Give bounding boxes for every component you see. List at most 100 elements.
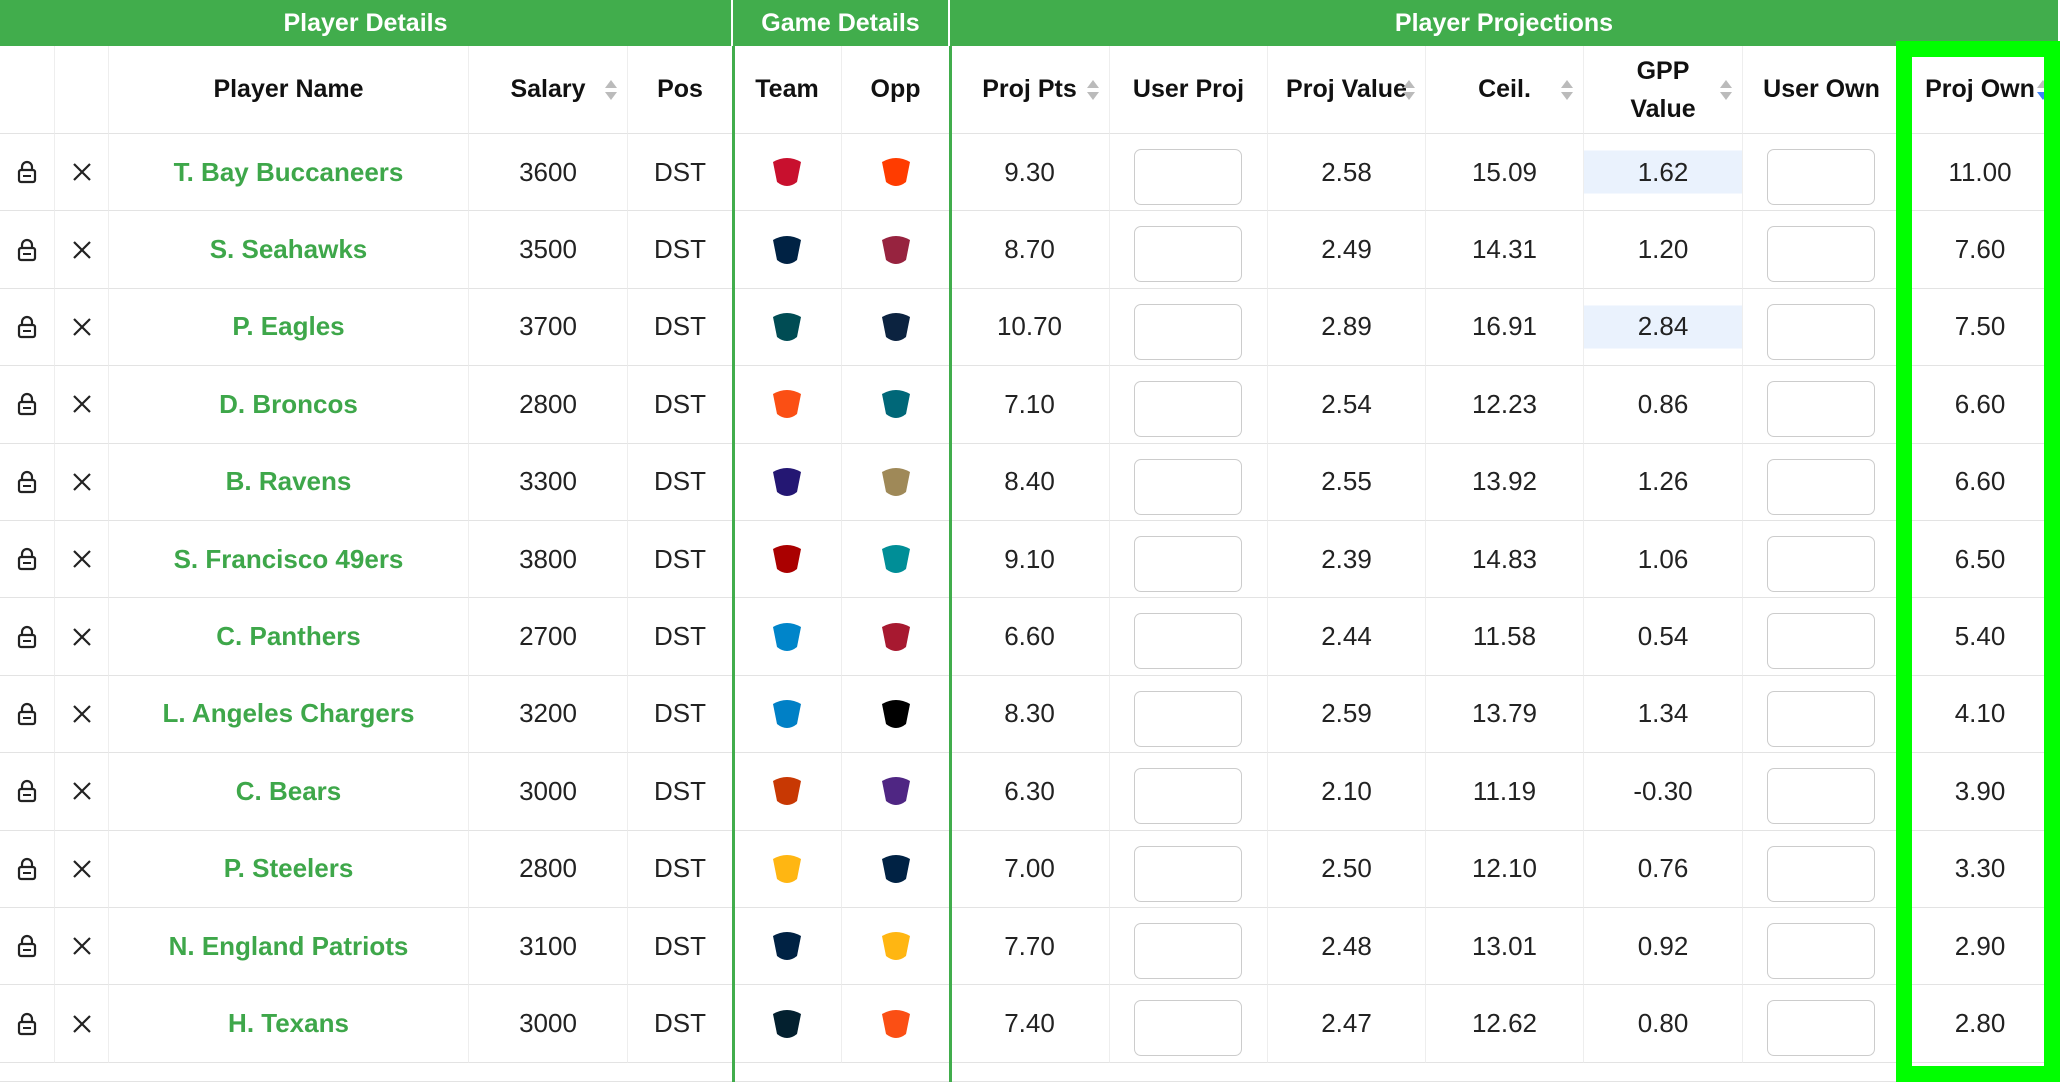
remove-button[interactable] [55,675,109,754]
user-own-input[interactable] [1767,458,1875,515]
user-own-input[interactable] [1767,536,1875,592]
lock-button[interactable] [0,211,55,289]
lock-icon [17,315,37,339]
x-icon [72,550,91,568]
team-logo [733,675,842,754]
player-name[interactable]: D. Broncos [109,366,469,444]
team-logo [733,134,842,212]
team-logo [733,985,842,1063]
player-name[interactable]: N. England Patriots [109,908,469,986]
logo [773,777,801,806]
user-own-input[interactable] [1767,149,1875,205]
column-label: Ceil. [1478,75,1531,103]
remove-button[interactable] [55,830,109,908]
user-proj-input[interactable] [1134,458,1242,515]
salary: 2700 [469,598,628,676]
column-header[interactable]: Ceil. [1426,46,1584,134]
player-name[interactable]: T. Bay Buccaneers [109,134,469,212]
lock-button[interactable] [0,366,55,444]
column-header[interactable]: Proj Value [1268,46,1426,134]
player-name[interactable]: S. Seahawks [109,211,469,289]
remove-button[interactable] [55,211,109,289]
remove-button[interactable] [55,443,109,521]
user-proj-input[interactable] [1134,923,1242,979]
logo [881,158,910,187]
user-own-input[interactable] [1767,690,1875,747]
lock-button[interactable] [0,443,55,521]
proj-own: 7.60 [1901,211,2060,289]
user-proj-input[interactable] [1134,303,1242,360]
opp-logo [842,830,950,908]
remove-button[interactable] [55,985,109,1063]
user-own-input[interactable] [1767,845,1875,902]
sort-icon[interactable] [1401,77,1417,103]
user-proj-input[interactable] [1134,845,1242,902]
lock-button[interactable] [0,830,55,908]
lock-button[interactable] [0,753,55,831]
sort-icon[interactable] [603,77,619,103]
column-header[interactable]: Proj Pts [950,46,1110,134]
gpp-value: 1.20 [1584,211,1743,289]
column-header[interactable]: Proj Own [1901,46,2060,134]
lock-button[interactable] [0,598,55,676]
logo [773,390,801,419]
user-own-input[interactable] [1767,923,1875,979]
lock-icon [17,625,37,648]
player-name[interactable]: S. Francisco 49ers [109,521,469,599]
proj-value: 2.54 [1268,366,1426,444]
lock-button[interactable] [0,521,55,599]
user-proj-input[interactable] [1134,149,1242,205]
remove-button[interactable] [55,753,109,831]
salary: 3000 [469,753,628,831]
remove-button[interactable] [55,908,109,986]
gpp-value: 1.26 [1584,443,1743,521]
user-own-input[interactable] [1767,1000,1875,1057]
user-proj-input[interactable] [1134,613,1242,670]
user-own-input[interactable] [1767,381,1875,438]
column-header[interactable]: GPP Value [1584,46,1743,134]
user-proj-input[interactable] [1134,226,1242,283]
proj-value: 2.89 [1268,288,1426,367]
player-name[interactable]: P. Eagles [109,288,469,367]
remove-button[interactable] [55,521,109,599]
lock-button[interactable] [0,288,55,367]
user-proj-input[interactable] [1134,1000,1242,1057]
position: DST [628,288,733,367]
lock-button[interactable] [0,134,55,212]
player-name[interactable]: L. Angeles Chargers [109,675,469,754]
column-header[interactable]: Salary [469,46,628,134]
gpp-value: 0.92 [1584,908,1743,986]
gpp-value: -0.30 [1584,753,1743,831]
team-logo [733,598,842,676]
player-name[interactable]: C. Panthers [109,598,469,676]
user-proj-input[interactable] [1134,690,1242,747]
sort-icon[interactable] [1559,77,1575,103]
sort-icon[interactable] [2035,77,2051,103]
player-name[interactable]: H. Texans [109,985,469,1063]
sort-icon[interactable] [1718,77,1734,103]
user-own-input[interactable] [1767,768,1875,825]
player-name[interactable]: B. Ravens [109,443,469,521]
lock-button[interactable] [0,908,55,986]
remove-button[interactable] [55,134,109,212]
user-own-input[interactable] [1767,613,1875,670]
player-name[interactable]: P. Steelers [109,830,469,908]
user-own-cell [1743,134,1901,212]
remove-button[interactable] [55,598,109,676]
ceiling: 13.01 [1426,908,1584,986]
user-own-cell [1743,908,1901,986]
player-name[interactable]: C. Bears [109,753,469,831]
user-proj-input[interactable] [1134,768,1242,825]
lock-button[interactable] [0,675,55,754]
user-own-input[interactable] [1767,226,1875,283]
user-proj-input[interactable] [1134,381,1242,438]
user-proj-input[interactable] [1134,536,1242,592]
user-own-cell [1743,211,1901,289]
lock-button[interactable] [0,985,55,1063]
sort-icon[interactable] [1085,77,1101,103]
x-icon [72,627,91,646]
logo [773,622,801,651]
remove-button[interactable] [55,288,109,367]
user-own-input[interactable] [1767,303,1875,360]
remove-button[interactable] [55,366,109,444]
